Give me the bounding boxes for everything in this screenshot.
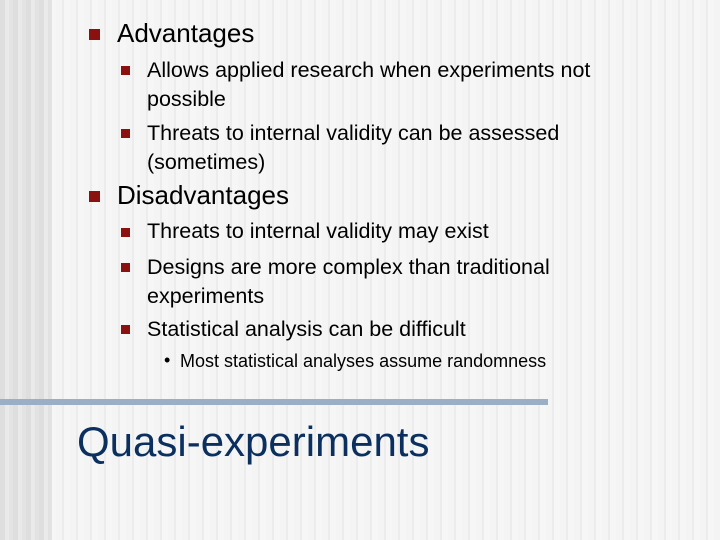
square-bullet-icon	[121, 129, 130, 138]
bullet-disadvantage-1: Threats to internal validity may exist	[147, 219, 489, 243]
slide-title: Quasi-experiments	[77, 418, 430, 465]
bullet-randomness: Most statistical analyses assume randomn…	[180, 351, 547, 371]
divider-bar	[0, 399, 548, 405]
bullet-advantages: Advantages	[117, 18, 255, 48]
bullet-advantage-2: Threats to internal validity can be asse…	[147, 121, 560, 174]
dot-bullet-icon: •	[164, 350, 171, 370]
square-bullet-icon	[121, 325, 130, 334]
bullet-advantage-1: Allows applied research when experiments…	[147, 58, 591, 111]
square-bullet-icon	[121, 228, 130, 237]
decorative-stripes	[0, 0, 52, 540]
square-bullet-icon	[89, 29, 100, 40]
bullet-disadvantages: Disadvantages	[117, 180, 289, 210]
bullet-disadvantage-2: Designs are more complex than traditiona…	[147, 255, 550, 308]
square-bullet-icon	[89, 191, 100, 202]
square-bullet-icon	[121, 66, 130, 75]
bullet-disadvantage-3: Statistical analysis can be difficult	[147, 317, 466, 341]
square-bullet-icon	[121, 263, 130, 272]
